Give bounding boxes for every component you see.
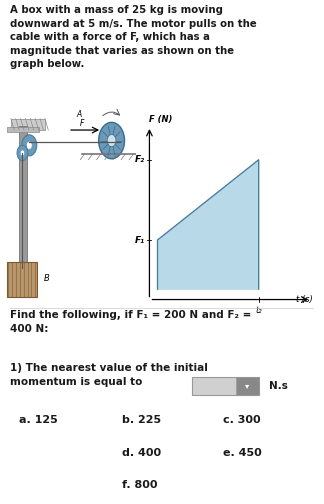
Text: ▾: ▾ [245,382,249,391]
Bar [192,377,260,395]
Circle shape [107,135,116,147]
Text: d. 400: d. 400 [122,448,162,458]
Text: 1) The nearest value of the initial
momentum is equal to: 1) The nearest value of the initial mome… [10,363,208,387]
Text: a. 125: a. 125 [19,415,58,425]
Text: c. 300: c. 300 [223,415,260,425]
Circle shape [17,145,28,161]
Text: F: F [79,119,84,128]
Bar [19,126,27,268]
Bar [7,127,40,132]
Text: F (N): F (N) [149,114,173,123]
Circle shape [98,122,124,159]
Text: F₁: F₁ [135,235,145,244]
Circle shape [20,150,25,156]
Text: Find the following, if F₁ = 200 N and F₂ =
400 N:: Find the following, if F₁ = 200 N and F₂… [10,310,251,335]
Bar [11,118,45,130]
Text: b. 225: b. 225 [122,415,162,425]
Text: F₂: F₂ [135,155,145,164]
Text: A: A [76,110,82,118]
Bar [236,377,260,395]
Circle shape [22,135,37,156]
Text: N.s: N.s [269,381,287,391]
Text: f. 800: f. 800 [122,480,158,490]
Circle shape [26,141,32,150]
Text: e. 450: e. 450 [223,448,262,458]
Text: A box with a mass of 25 kg is moving
downward at 5 m/s. The motor pulls on the
c: A box with a mass of 25 kg is moving dow… [10,5,256,70]
Text: B: B [43,274,49,283]
Bar [7,262,37,297]
Polygon shape [157,160,259,289]
Text: t₂: t₂ [255,306,262,315]
Text: t (s): t (s) [295,295,312,304]
